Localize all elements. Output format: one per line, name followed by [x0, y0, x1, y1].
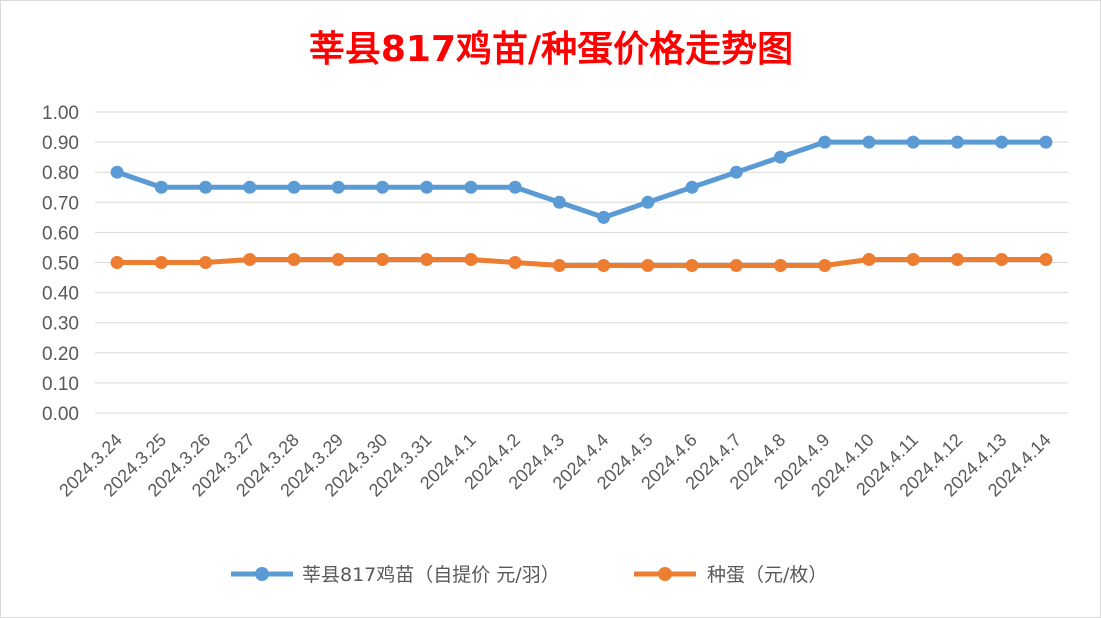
- y-tick-label: 0.50: [42, 254, 79, 275]
- y-tick-label: 0.20: [42, 344, 79, 365]
- y-tick-label: 0.40: [42, 284, 79, 305]
- data-point: [287, 252, 301, 266]
- data-point: [862, 135, 876, 149]
- y-tick-label: 0.60: [42, 223, 79, 244]
- data-point: [995, 135, 1009, 149]
- chart-title: 莘县817鸡苗/种蛋价格走势图: [309, 29, 793, 70]
- data-point: [110, 165, 124, 179]
- data-point: [818, 259, 832, 273]
- y-tick-label: 0.80: [42, 163, 79, 184]
- data-point: [154, 256, 168, 269]
- data-point: [508, 256, 522, 269]
- data-point: [1039, 135, 1053, 149]
- data-point: [685, 180, 699, 194]
- y-tick-label: 0.90: [42, 133, 79, 154]
- data-point: [420, 252, 434, 266]
- data-point: [950, 252, 964, 266]
- data-point: [729, 165, 743, 179]
- data-point: [597, 210, 611, 224]
- y-tick-label: 0.30: [42, 314, 79, 335]
- data-point: [331, 180, 345, 194]
- legend-item: 种蛋（元/枚）: [634, 564, 827, 586]
- y-tick-label: 0.70: [42, 193, 79, 214]
- data-point: [552, 195, 566, 209]
- legend-marker-icon: [658, 567, 672, 581]
- legend-label: 莘县817鸡苗（自提价 元/羽）: [302, 564, 560, 586]
- data-point: [774, 150, 788, 164]
- y-axis-ticks: 0.00 0.10 0.20 0.30 0.40 0.50 0.60 0.70 0.80 0.90…: [42, 103, 79, 425]
- data-point: [950, 135, 964, 149]
- legend-label: 种蛋（元/枚）: [707, 564, 827, 586]
- data-point: [818, 135, 832, 149]
- data-point: [641, 195, 655, 209]
- series-1: [110, 135, 1053, 224]
- y-tick-label: 1.00: [42, 103, 79, 124]
- data-point: [331, 252, 345, 266]
- data-point: [199, 180, 213, 194]
- data-point: [243, 252, 257, 266]
- data-point: [464, 180, 478, 194]
- legend-marker-icon: [255, 567, 269, 581]
- data-point: [774, 259, 788, 273]
- data-point: [906, 135, 920, 149]
- data-point: [729, 259, 743, 273]
- data-point: [1039, 252, 1053, 266]
- data-point: [597, 259, 611, 273]
- data-point: [199, 256, 213, 269]
- data-point: [375, 252, 389, 266]
- y-tick-label: 0.00: [42, 404, 79, 425]
- data-point: [641, 259, 655, 273]
- data-point: [862, 252, 876, 266]
- data-point: [552, 259, 566, 273]
- data-point: [995, 252, 1009, 266]
- series-2: [110, 252, 1053, 273]
- data-point: [906, 252, 920, 266]
- data-point: [685, 259, 699, 273]
- y-tick-label: 0.10: [42, 374, 79, 395]
- data-point: [420, 180, 434, 194]
- data-point: [110, 256, 124, 269]
- series-line: [114, 256, 1049, 269]
- data-point: [464, 252, 478, 266]
- data-point: [287, 180, 301, 194]
- data-point: [243, 180, 257, 194]
- legend-item: 莘县817鸡苗（自提价 元/羽）: [231, 564, 560, 586]
- series-line: [114, 139, 1049, 220]
- data-point: [375, 180, 389, 194]
- legend: 莘县817鸡苗（自提价 元/羽） 种蛋（元/枚）: [231, 564, 827, 586]
- data-point: [154, 180, 168, 194]
- data-point: [508, 180, 522, 194]
- x-axis-ticks: 2024.3.242024.3.252024.3.262024.3.272024…: [55, 430, 1055, 501]
- series-layer: [110, 135, 1053, 273]
